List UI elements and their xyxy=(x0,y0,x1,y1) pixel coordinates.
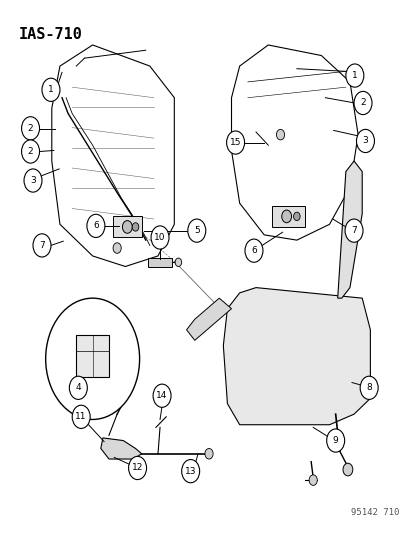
Text: 95142 710: 95142 710 xyxy=(350,508,398,517)
Circle shape xyxy=(69,376,87,399)
Polygon shape xyxy=(113,216,141,238)
Circle shape xyxy=(151,226,169,249)
Text: 2: 2 xyxy=(28,124,33,133)
Text: IAS-710: IAS-710 xyxy=(19,27,83,42)
Circle shape xyxy=(244,239,262,262)
Circle shape xyxy=(45,298,139,419)
Text: 6: 6 xyxy=(251,246,256,255)
Polygon shape xyxy=(272,206,304,227)
Circle shape xyxy=(344,219,362,242)
Circle shape xyxy=(359,376,377,399)
Circle shape xyxy=(24,169,42,192)
Circle shape xyxy=(276,130,284,140)
Text: 1: 1 xyxy=(351,71,357,80)
Text: 11: 11 xyxy=(75,413,87,421)
Circle shape xyxy=(309,475,316,486)
Text: 14: 14 xyxy=(156,391,167,400)
Circle shape xyxy=(181,459,199,483)
Text: 6: 6 xyxy=(93,221,99,230)
Polygon shape xyxy=(147,258,172,266)
Circle shape xyxy=(42,78,60,101)
Circle shape xyxy=(353,91,371,115)
Text: 3: 3 xyxy=(30,176,36,185)
Text: 15: 15 xyxy=(229,138,241,147)
Circle shape xyxy=(281,210,291,223)
Text: 8: 8 xyxy=(366,383,371,392)
Circle shape xyxy=(21,140,40,163)
Text: 10: 10 xyxy=(154,233,165,242)
Circle shape xyxy=(345,64,363,87)
Text: 1: 1 xyxy=(48,85,54,94)
Circle shape xyxy=(72,405,90,429)
Circle shape xyxy=(175,258,181,266)
Polygon shape xyxy=(186,298,231,341)
Circle shape xyxy=(153,384,171,407)
Circle shape xyxy=(342,463,352,476)
Text: 7: 7 xyxy=(39,241,45,250)
Circle shape xyxy=(113,243,121,253)
Circle shape xyxy=(87,214,104,238)
Polygon shape xyxy=(223,288,370,425)
Circle shape xyxy=(356,130,373,152)
Text: 4: 4 xyxy=(75,383,81,392)
Circle shape xyxy=(132,223,138,231)
Text: 9: 9 xyxy=(332,436,338,445)
Circle shape xyxy=(326,429,344,452)
Text: 7: 7 xyxy=(350,226,356,235)
Polygon shape xyxy=(76,335,109,377)
Text: 12: 12 xyxy=(132,464,143,472)
Circle shape xyxy=(293,212,299,221)
Text: 13: 13 xyxy=(185,467,196,475)
Circle shape xyxy=(21,117,40,140)
Polygon shape xyxy=(100,438,141,459)
Circle shape xyxy=(204,448,213,459)
Circle shape xyxy=(128,456,146,480)
Circle shape xyxy=(188,219,205,242)
Text: 2: 2 xyxy=(359,99,365,108)
Text: 5: 5 xyxy=(193,226,199,235)
Polygon shape xyxy=(337,161,361,298)
Text: 3: 3 xyxy=(362,136,368,146)
Circle shape xyxy=(122,221,132,233)
Circle shape xyxy=(33,234,51,257)
Text: 2: 2 xyxy=(28,147,33,156)
Circle shape xyxy=(226,131,244,154)
